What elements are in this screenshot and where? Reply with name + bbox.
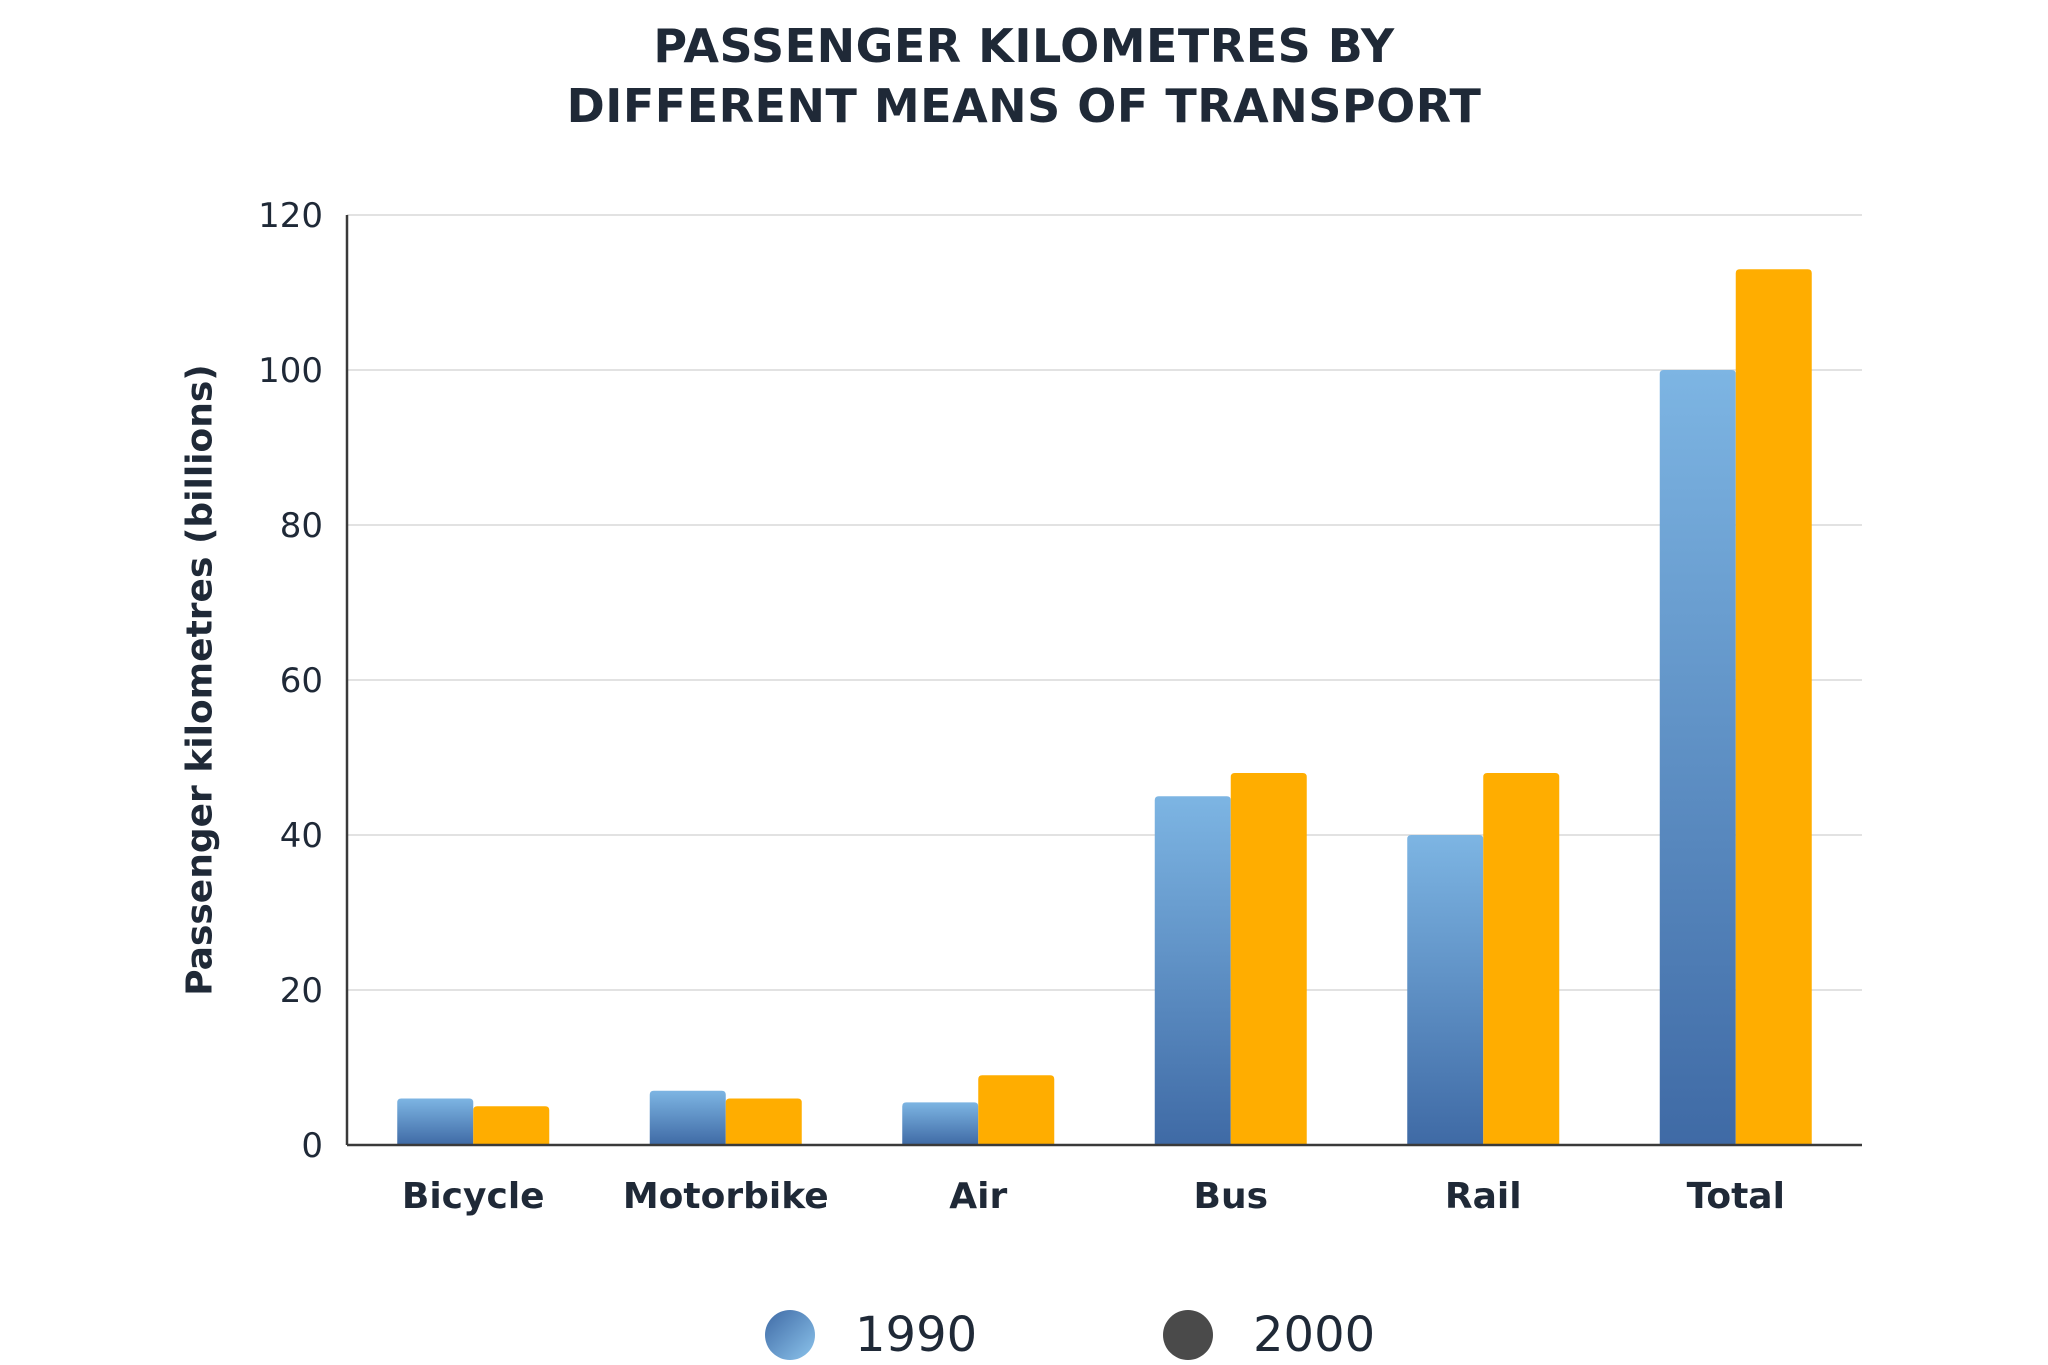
- y-tick-label-60: 60: [280, 661, 323, 701]
- bar-1990-total: [1659, 370, 1736, 1145]
- bar-2000-motorbike: [725, 1098, 802, 1145]
- bar-2000-total: [1735, 269, 1812, 1145]
- y-tick-label-80: 80: [280, 506, 323, 546]
- x-tick-label-bicycle: Bicycle: [402, 1176, 545, 1217]
- legend-item-1990: 1990: [765, 1305, 977, 1365]
- y-axis-ticks: 0 20 40 60 80 100 120: [258, 196, 323, 1166]
- bar-1990-air: [902, 1102, 979, 1145]
- x-tick-label-total: Total: [1687, 1176, 1785, 1217]
- y-tick-label-120: 120: [258, 196, 323, 236]
- bar-1990-rail: [1407, 835, 1484, 1145]
- bar-2000-air: [978, 1075, 1055, 1145]
- bar-2000-bicycle: [473, 1106, 550, 1145]
- x-tick-label-motorbike: Motorbike: [623, 1176, 829, 1217]
- bar-2000-rail: [1483, 773, 1560, 1145]
- x-tick-label-rail: Rail: [1445, 1176, 1522, 1217]
- legend-label-1990: 1990: [855, 1307, 978, 1363]
- y-tick-label-20: 20: [280, 971, 323, 1011]
- x-tick-label-bus: Bus: [1194, 1176, 1269, 1217]
- legend-item-2000: 2000: [1163, 1305, 1375, 1365]
- bar-1990-motorbike: [649, 1090, 726, 1145]
- bar-2000-bus: [1230, 773, 1307, 1145]
- y-tick-label-0: 0: [301, 1126, 323, 1166]
- x-tick-label-air: Air: [949, 1176, 1007, 1217]
- grid-lines: [347, 214, 1862, 991]
- chart-title: PASSENGER KILOMETRES BY DIFFERENT MEANS …: [0, 16, 2048, 136]
- chart-title-line-2: DIFFERENT MEANS OF TRANSPORT: [566, 79, 1482, 133]
- bar-1990-bicycle: [397, 1098, 474, 1145]
- legend-swatch-2000: [1163, 1310, 1213, 1360]
- legend-swatch-1990: [765, 1310, 815, 1360]
- legend-label-2000: 2000: [1253, 1307, 1376, 1363]
- x-axis-ticks: Bicycle Motorbike Air Bus Rail Total: [402, 1176, 1785, 1217]
- y-tick-label-40: 40: [280, 816, 323, 856]
- chart-title-line-1: PASSENGER KILOMETRES BY: [653, 19, 1395, 73]
- y-tick-label-100: 100: [258, 351, 323, 391]
- bar-1990-bus: [1154, 796, 1231, 1145]
- bars: [397, 269, 1812, 1145]
